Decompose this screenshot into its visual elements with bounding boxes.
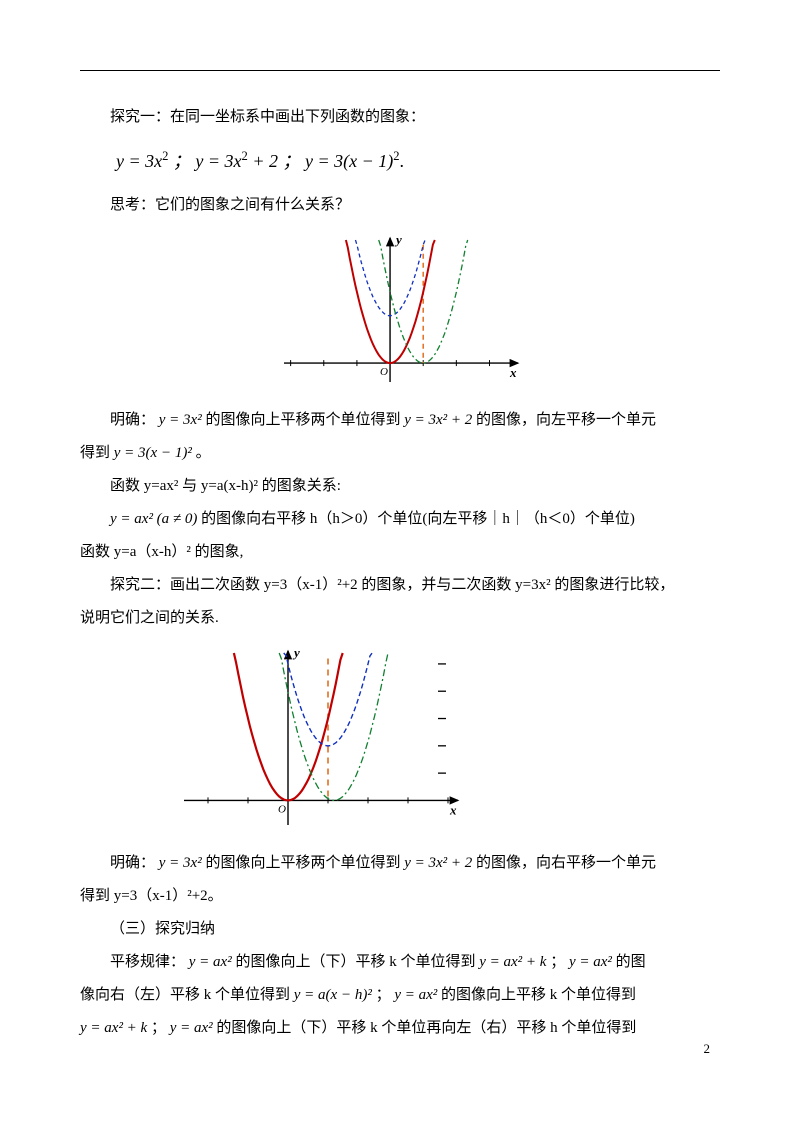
svg-text:O: O <box>380 366 388 378</box>
page: 探究一：在同一坐标系中画出下列函数的图象： y = 3x2 ； y = 3x2 … <box>0 0 800 1075</box>
svg-text:O: O <box>278 804 286 816</box>
eq-inline: y = ax² + k <box>80 1020 147 1036</box>
txt: 的图像向上（下）平移 k 个单位再向左（右）平移 h 个单位得到 <box>216 1020 636 1036</box>
paragraph-explore2b: 说明它们之间的关系. <box>80 602 720 635</box>
paragraph-clarify1b: 得到 y = 3(x − 1)² 。 <box>80 437 720 470</box>
paragraph-relation: 函数 y=ax² 与 y=a(x-h)² 的图象关系: <box>80 470 720 503</box>
eq-inline: y = ax² <box>189 954 232 970</box>
paragraph-explore2: 探究二：画出二次函数 y=3（x-1）²+2 的图象，并与二次函数 y=3x² … <box>80 569 720 602</box>
txt: 像向右（左）平移 k 个单位得到 <box>80 987 294 1003</box>
txt: ； <box>376 987 391 1003</box>
svg-text:x: x <box>449 803 457 818</box>
page-number: 2 <box>704 1041 711 1057</box>
txt: 。 <box>196 445 211 461</box>
chart2-wrap: Ox y <box>80 639 720 839</box>
eq-inline: y = ax² <box>394 987 437 1003</box>
eq-end: . <box>400 151 405 171</box>
txt: 的图 <box>616 954 646 970</box>
parabola-chart-1: Ox y <box>270 226 530 396</box>
eq-inline: y = 3x² <box>159 412 202 428</box>
eq-inline: y = ax² (a ≠ 0) <box>110 511 197 527</box>
txt: 得到 <box>80 445 114 461</box>
txt: 的图像向上平移两个单位得到 <box>205 855 404 871</box>
paragraph-explore1: 探究一：在同一坐标系中画出下列函数的图象： <box>80 101 720 134</box>
paragraph-clarify1: 明确： y = 3x² 的图像向上平移两个单位得到 y = 3x² + 2 的图… <box>80 404 720 437</box>
svg-text:y: y <box>394 232 402 247</box>
eq-inline: y = ax² <box>170 1020 213 1036</box>
paragraph-think: 思考：它们的图象之间有什么关系？ <box>80 189 720 222</box>
chart1-wrap: Ox y <box>80 226 720 396</box>
eq-inline: y = 3x² + 2 <box>404 412 472 428</box>
txt: 的图像，向右平移一个单元 <box>476 855 656 871</box>
eq-inline: y = a(x − h)² <box>294 987 372 1003</box>
eq-part: + 2 ； y = 3(x − 1) <box>252 151 393 171</box>
txt: 的图像向上平移两个单位得到 <box>205 412 404 428</box>
paragraph-rule3: y = ax² + k ； y = ax² 的图像向上（下）平移 k 个单位再向… <box>80 1012 720 1045</box>
formula-line-1: y = 3x2 ； y = 3x2 + 2 ； y = 3(x − 1)2. <box>80 140 720 183</box>
paragraph-shift-rule: y = ax² (a ≠ 0) 的图像向右平移 h（h＞0）个单位(向左平移｜h… <box>80 503 720 536</box>
eq-inline: y = 3x² <box>159 855 202 871</box>
top-rule <box>80 70 720 71</box>
parabola-chart-2: Ox y <box>170 639 470 839</box>
txt: 平移规律： <box>110 954 185 970</box>
eq-inline: y = 3(x − 1)² <box>114 445 192 461</box>
txt: 的图像向上（下）平移 k 个单位得到 <box>235 954 479 970</box>
section-heading: （三）探究归纳 <box>80 913 720 946</box>
label-clarify: 明确： <box>110 412 155 428</box>
txt: 的图像向上平移 k 个单位得到 <box>441 987 636 1003</box>
eq-inline: y = ax² + k <box>479 954 546 970</box>
txt: ； <box>550 954 565 970</box>
paragraph-rule2: 像向右（左）平移 k 个单位得到 y = a(x − h)² ； y = ax²… <box>80 979 720 1012</box>
eq-part: ； y = 3x <box>173 151 242 171</box>
txt: 的图像向右平移 h（h＞0）个单位(向左平移｜h｜（h＜0）个单位) <box>201 511 635 527</box>
svg-text:x: x <box>509 365 517 380</box>
eq-inline: y = 3x² + 2 <box>404 855 472 871</box>
eq-part: y = 3x <box>116 151 162 171</box>
paragraph-clarify2b: 得到 y=3（x-1）²+2。 <box>80 880 720 913</box>
svg-text:y: y <box>292 645 300 660</box>
txt: ； <box>151 1020 166 1036</box>
paragraph-func: 函数 y=a（x-h）² 的图象, <box>80 536 720 569</box>
label-clarify: 明确： <box>110 855 155 871</box>
paragraph-rule: 平移规律： y = ax² 的图像向上（下）平移 k 个单位得到 y = ax²… <box>80 946 720 979</box>
paragraph-clarify2: 明确： y = 3x² 的图像向上平移两个单位得到 y = 3x² + 2 的图… <box>80 847 720 880</box>
txt: 的图像，向左平移一个单元 <box>476 412 656 428</box>
eq-inline: y = ax² <box>569 954 612 970</box>
